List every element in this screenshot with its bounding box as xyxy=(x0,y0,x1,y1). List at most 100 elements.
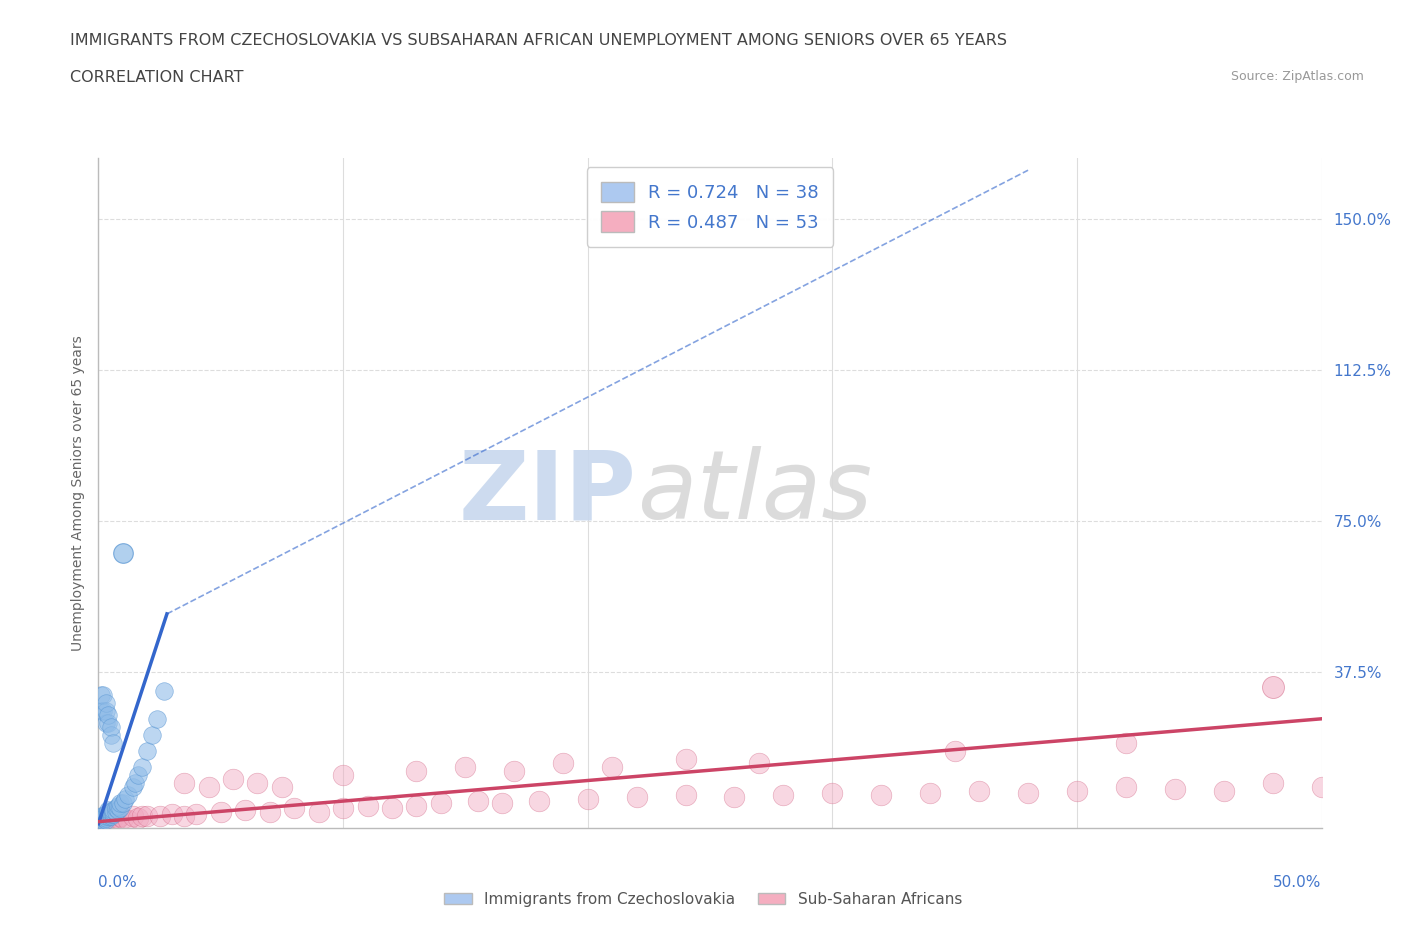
Text: ZIP: ZIP xyxy=(458,446,637,539)
Point xyxy=(870,788,893,803)
Point xyxy=(283,800,305,815)
Point xyxy=(1310,780,1333,795)
Point xyxy=(308,804,330,819)
Point xyxy=(131,808,153,823)
Point xyxy=(1164,782,1187,797)
Point xyxy=(110,800,132,815)
Point xyxy=(356,798,378,813)
Point xyxy=(110,796,132,811)
Point xyxy=(91,808,114,823)
Point xyxy=(173,776,195,790)
Point xyxy=(90,703,112,718)
Point xyxy=(100,808,122,823)
Point xyxy=(104,804,127,819)
Point xyxy=(626,790,648,804)
Point xyxy=(101,810,124,825)
Point xyxy=(94,808,117,823)
Point xyxy=(94,812,117,827)
Point xyxy=(97,808,120,823)
Text: IMMIGRANTS FROM CZECHOSLOVAKIA VS SUBSAHARAN AFRICAN UNEMPLOYMENT AMONG SENIORS : IMMIGRANTS FROM CZECHOSLOVAKIA VS SUBSAH… xyxy=(70,33,1007,47)
Point xyxy=(1017,786,1039,801)
Point xyxy=(233,802,256,817)
Point xyxy=(101,736,124,751)
Point xyxy=(94,812,117,827)
Point xyxy=(101,806,124,821)
Point xyxy=(600,760,623,775)
Point xyxy=(90,810,112,825)
Point xyxy=(94,696,117,711)
Point xyxy=(209,804,232,819)
Text: Source: ZipAtlas.com: Source: ZipAtlas.com xyxy=(1230,70,1364,83)
Point xyxy=(100,727,122,742)
Point xyxy=(381,800,404,815)
Point xyxy=(675,751,697,766)
Point xyxy=(527,794,550,809)
Point xyxy=(91,703,114,718)
Point xyxy=(967,784,990,799)
Point xyxy=(430,796,453,811)
Point xyxy=(491,796,513,811)
Point xyxy=(100,720,122,735)
Point xyxy=(97,804,120,819)
Point xyxy=(1212,784,1234,799)
Point xyxy=(503,764,526,778)
Point xyxy=(723,790,745,804)
Point xyxy=(91,687,114,702)
Point xyxy=(1115,736,1137,751)
Point xyxy=(1261,679,1284,694)
Point xyxy=(197,780,219,795)
Point xyxy=(91,812,114,827)
Point xyxy=(131,760,153,775)
Point xyxy=(1066,784,1088,799)
Point xyxy=(100,806,122,821)
Point xyxy=(94,715,117,730)
Point xyxy=(97,806,120,821)
Point xyxy=(576,792,599,807)
Point xyxy=(94,806,117,821)
Point xyxy=(90,812,112,827)
Point xyxy=(91,810,114,825)
Point xyxy=(454,760,477,775)
Point xyxy=(127,810,149,825)
Point xyxy=(97,810,120,825)
Point xyxy=(748,756,770,771)
Point xyxy=(270,780,294,795)
Point xyxy=(107,802,129,817)
Point xyxy=(136,808,159,823)
Legend: Immigrants from Czechoslovakia, Sub-Saharan Africans: Immigrants from Czechoslovakia, Sub-Saha… xyxy=(437,886,969,913)
Point xyxy=(332,800,354,815)
Point xyxy=(259,804,281,819)
Point xyxy=(107,810,129,825)
Point xyxy=(405,764,427,778)
Point xyxy=(136,744,159,759)
Point xyxy=(97,715,120,730)
Point xyxy=(173,808,195,823)
Point xyxy=(141,727,163,742)
Text: 50.0%: 50.0% xyxy=(1274,874,1322,890)
Point xyxy=(186,806,208,821)
Point xyxy=(246,776,269,790)
Point xyxy=(111,546,134,561)
Point xyxy=(149,808,172,823)
Point xyxy=(153,684,176,698)
Point xyxy=(100,804,122,819)
Text: CORRELATION CHART: CORRELATION CHART xyxy=(70,70,243,85)
Point xyxy=(943,744,966,759)
Point xyxy=(101,802,124,817)
Point xyxy=(553,756,575,771)
Point xyxy=(104,812,127,827)
Point xyxy=(90,808,112,823)
Point xyxy=(90,687,112,702)
Point xyxy=(124,776,146,790)
Text: 0.0%: 0.0% xyxy=(98,874,138,890)
Point xyxy=(675,788,697,803)
Point xyxy=(160,806,183,821)
Point xyxy=(1261,776,1284,790)
Point xyxy=(90,812,112,827)
Point xyxy=(405,798,427,813)
Point xyxy=(97,802,120,817)
Point xyxy=(467,794,489,809)
Point xyxy=(821,786,844,801)
Point xyxy=(101,804,124,819)
Point xyxy=(110,808,132,823)
